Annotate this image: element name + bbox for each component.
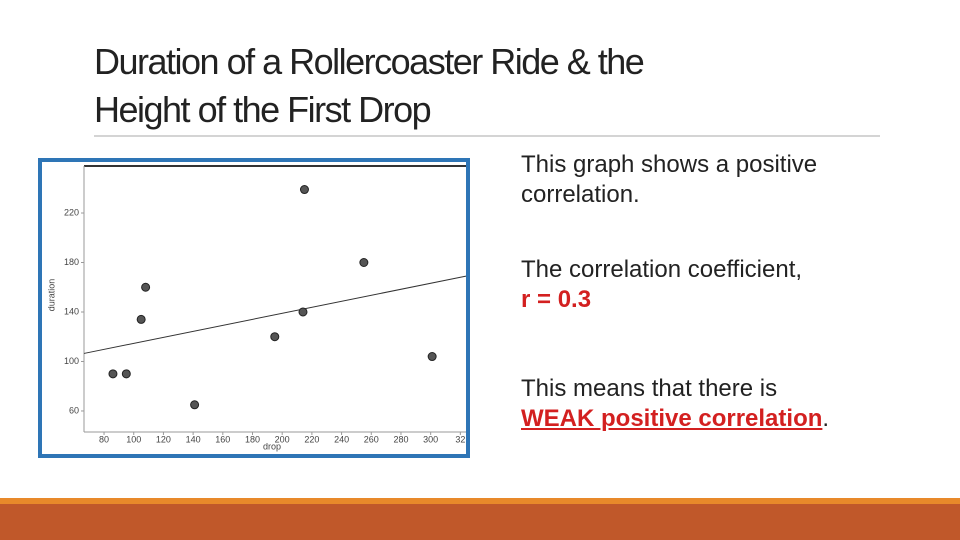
x-tick-label: 300 (423, 434, 438, 444)
chart-frame (38, 158, 470, 458)
y-axis-label: duration (46, 279, 56, 312)
point (299, 185, 309, 195)
x-tick-label: 100 (126, 434, 141, 444)
footer-stripe (0, 498, 960, 504)
point (359, 258, 369, 268)
x-tick-label: 140 (186, 434, 201, 444)
x-tick-label: 80 (99, 434, 109, 444)
title-line: Duration of a Rollercoaster Ride & the (94, 41, 645, 82)
x-tick-label: 280 (393, 434, 408, 444)
point (190, 400, 200, 410)
point (298, 307, 308, 317)
point (270, 332, 280, 342)
bullet: This means that there is WEAK positive co… (521, 374, 891, 434)
bullet-text: This graph shows a positive correlation. (521, 151, 818, 208)
point (121, 369, 131, 379)
point (136, 314, 146, 324)
bullet-emphasis: WEAK positive correlation (521, 405, 823, 432)
x-tick-label: 180 (245, 434, 260, 444)
x-tick-label: 260 (364, 434, 379, 444)
y-tick-label: 180 (64, 257, 79, 267)
slide-title: Duration of a Rollercoaster Ride & the H… (94, 38, 645, 134)
trendline (83, 275, 467, 354)
x-tick-label: 200 (275, 434, 290, 444)
title-line: Height of the First Drop (94, 89, 432, 130)
x-tick-label: 240 (334, 434, 349, 444)
y-tick-label: 100 (64, 356, 79, 366)
point (108, 369, 118, 379)
point (427, 352, 437, 362)
bullet-text: The correlation coefficient, (521, 256, 803, 283)
bullet-end: . (822, 405, 830, 432)
y-tick-label: 140 (64, 306, 79, 316)
bullet-emphasis: r = 0.3 (521, 286, 592, 313)
x-tick-label: 32 (455, 434, 465, 444)
x-axis-label: drop (263, 441, 281, 451)
bullet: This graph shows a positive correlation. (521, 150, 891, 210)
y-tick-label: 60 (69, 405, 79, 415)
footer-band (0, 504, 960, 540)
y-tick-label: 220 (64, 207, 79, 217)
bullet-text: This means that there is (521, 375, 778, 402)
point (141, 282, 151, 292)
x-tick-label: 120 (156, 434, 171, 444)
bullet: The correlation coefficient, r = 0.3 (521, 255, 891, 315)
x-tick-label: 220 (304, 434, 319, 444)
x-tick-label: 160 (215, 434, 230, 444)
